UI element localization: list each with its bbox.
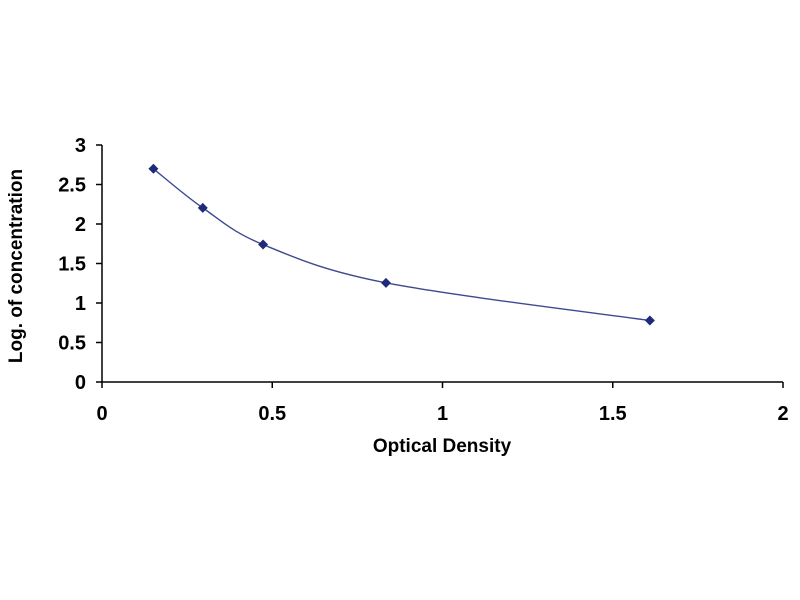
x-axis-title: Optical Density — [373, 436, 512, 457]
y-tick-label: 3 — [75, 135, 86, 157]
axes: 0 0.5 1 1.5 2 2.5 3 0 0.5 1 1.5 2 — [58, 135, 788, 425]
data-point — [644, 315, 655, 326]
y-tick-label: 0 — [75, 372, 86, 394]
data-point — [148, 163, 159, 174]
data-point — [380, 277, 391, 288]
trend-line — [152, 168, 650, 322]
y-tick-label: 2.5 — [58, 175, 86, 197]
x-tick-label: 1.5 — [599, 403, 627, 425]
y-tick-label: 2 — [75, 214, 86, 236]
data-points — [148, 163, 655, 326]
x-ticks: 0 0.5 1 1.5 2 — [96, 382, 789, 425]
x-tick-label: 2 — [777, 403, 788, 425]
y-tick-label: 0.5 — [58, 333, 86, 355]
x-tick-label: 0 — [96, 403, 107, 425]
x-tick-label: 0.5 — [258, 403, 286, 425]
data-point — [197, 202, 208, 213]
y-axis-title: Log. of concentration — [6, 169, 27, 363]
y-tick-label: 1 — [75, 293, 86, 315]
y-ticks: 0 0.5 1 1.5 2 2.5 3 — [58, 135, 102, 394]
y-tick-label: 1.5 — [58, 254, 86, 276]
x-tick-label: 1 — [437, 403, 448, 425]
data-point — [258, 239, 269, 250]
